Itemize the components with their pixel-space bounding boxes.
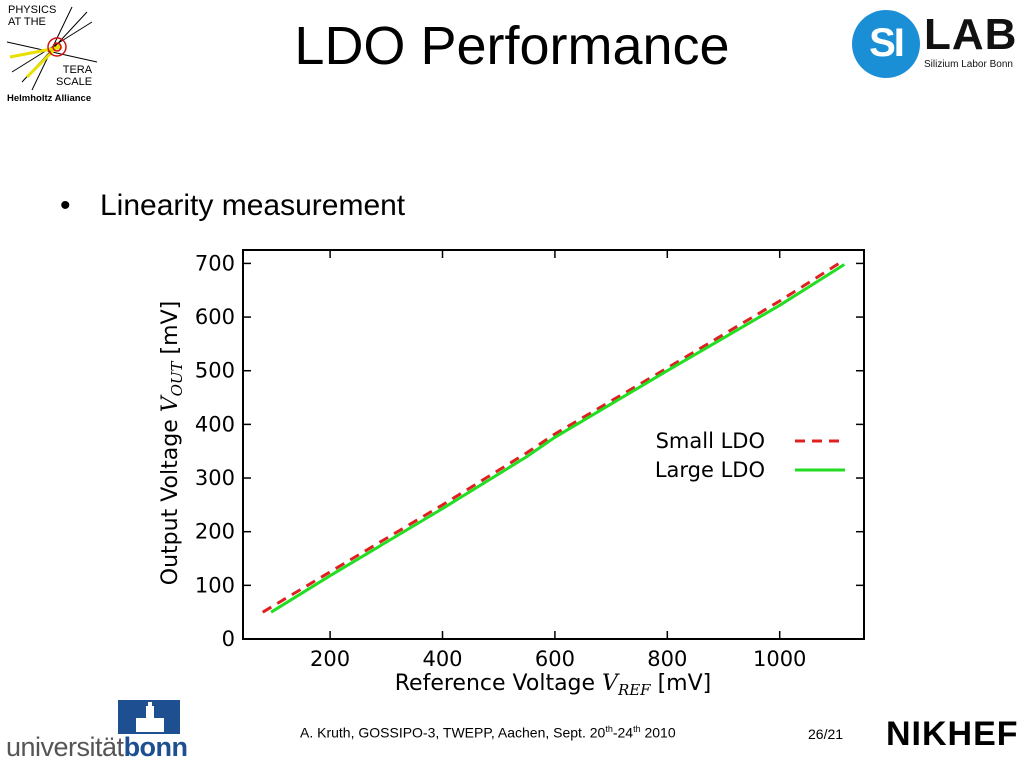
silab-subtitle: Silizium Labor Bonn	[924, 59, 1013, 70]
logo-line4: SCALE	[56, 76, 93, 88]
x-tick-label-3: 800	[647, 647, 687, 671]
y-tick-label-2: 200	[195, 520, 235, 544]
y-tick-label-5: 500	[195, 359, 235, 383]
plot-frame	[242, 249, 865, 640]
physics-terascale-logo: PHYSICS AT THE TERA SCALE Helmholtz Alli…	[2, 2, 100, 104]
footer-sup2: th	[633, 724, 641, 734]
footer-year: 2010	[640, 724, 676, 741]
svg-text:NIKHEF: NIKHEF	[886, 715, 1019, 752]
tick-labels: 200 400 600 800 1000 0 100 200 300 400 500 600 700	[195, 251, 807, 671]
bonn-bold: bonn	[123, 732, 188, 762]
linearity-chart: 200 400 600 800 1000 0 100 200 300 400 500 600 700 S…	[158, 249, 865, 699]
y-axis-label: Output Voltage VOUT [mV]	[158, 301, 186, 585]
nikhef-logo: NIKHEF	[886, 712, 1024, 753]
bonn-wordmark: universitätbonn	[6, 732, 188, 763]
axis-ticks	[243, 250, 864, 640]
bonn-building-icon	[118, 700, 180, 734]
legend-label-small: Small LDO	[656, 429, 765, 453]
university-bonn-logo: universitätbonn	[6, 700, 188, 762]
x-tick-label-0: 200	[310, 647, 350, 671]
logo-line2: AT THE	[8, 16, 46, 28]
bullet-text: Linearity measurement	[100, 189, 406, 222]
bonn-prefix: universität	[6, 732, 124, 762]
logo-text-top: PHYSICS AT THE	[8, 4, 56, 28]
y-tick-label-6: 600	[195, 305, 235, 329]
logo-alliance-text: Helmholtz Alliance	[7, 93, 92, 104]
x-axis-label: Reference Voltage VREF [mV]	[395, 671, 711, 699]
nikhef-wordmark: NIKHEF	[886, 715, 1019, 753]
page-title: LDO Performance	[294, 16, 730, 76]
x-tick-label-4: 1000	[753, 647, 806, 671]
bullet-icon: •	[60, 189, 71, 222]
legend: Small LDO Large LDO	[655, 429, 845, 482]
y-tick-label-3: 300	[195, 466, 235, 490]
silab-mark: SI	[852, 10, 920, 78]
footer-dash: -24	[612, 724, 634, 741]
silab-logo: SI LAB Silizium Labor Bonn	[850, 8, 1024, 78]
particle-tracks-icon	[6, 6, 98, 91]
series-line-0	[261, 260, 843, 614]
silab-word: LAB	[924, 10, 1018, 59]
series-lines	[261, 260, 846, 614]
footer-credit: A. Kruth, GOSSIPO-3, TWEPP, Aachen, Sept…	[300, 724, 676, 741]
legend-label-large: Large LDO	[655, 458, 765, 482]
series-line-1	[270, 263, 846, 614]
logo-line3: TERA	[62, 64, 93, 76]
footer-credit-main: A. Kruth, GOSSIPO-3, TWEPP, Aachen, Sept…	[300, 724, 606, 741]
y-tick-label-0: 0	[222, 627, 235, 651]
page-number: 26/21	[808, 726, 844, 742]
x-tick-label-1: 400	[422, 647, 462, 671]
footer-sup1: th	[605, 724, 613, 734]
y-tick-label-1: 100	[195, 573, 235, 597]
logo-line1: PHYSICS	[8, 4, 57, 16]
logo-text-mid: TERA SCALE	[56, 64, 92, 88]
y-tick-label-4: 400	[195, 412, 235, 436]
x-tick-label-2: 600	[535, 647, 575, 671]
y-tick-label-7: 700	[195, 251, 235, 275]
